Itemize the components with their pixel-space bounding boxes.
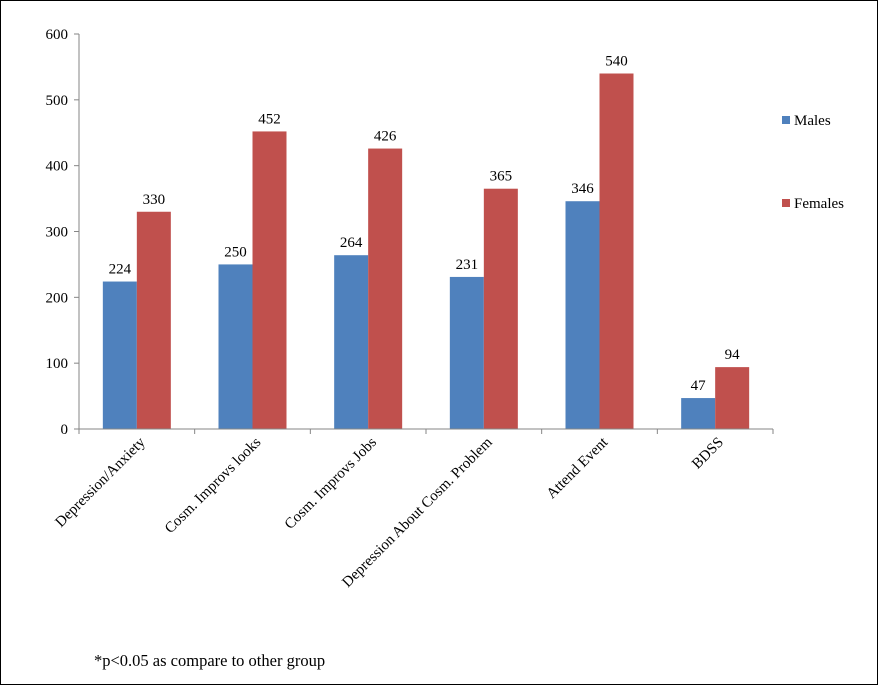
bar-males: [334, 255, 369, 429]
x-tick-label: BDSS: [689, 435, 727, 473]
bar-males: [218, 264, 253, 429]
data-label: 452: [258, 111, 281, 127]
bar-males: [449, 276, 484, 429]
bar-females: [483, 188, 518, 429]
footnote: *p<0.05 as compare to other group: [94, 651, 326, 670]
data-label: 330: [143, 192, 166, 208]
bar-males: [681, 398, 716, 429]
data-label: 231: [456, 257, 479, 273]
x-tick-label: Cosm. Improvs Jobs: [282, 434, 380, 532]
data-label: 94: [725, 347, 741, 363]
y-tick-label: 600: [46, 27, 69, 43]
data-label: 365: [490, 169, 513, 185]
legend-swatch-females: [782, 199, 790, 207]
y-tick-label: 400: [46, 159, 69, 175]
bar-females: [136, 211, 171, 429]
y-tick-label: 200: [46, 290, 69, 306]
data-label: 264: [340, 235, 363, 251]
bar-females: [599, 73, 634, 429]
bar-females: [368, 148, 403, 430]
x-tick-label: Depression/Anxiety: [53, 434, 150, 531]
x-tick-label: Cosm. Improvs looks: [162, 434, 264, 536]
legend-swatch-males: [782, 116, 790, 124]
y-tick-label: 500: [46, 93, 69, 109]
bar-males: [102, 281, 137, 429]
data-label: 426: [374, 129, 397, 145]
data-label: 540: [605, 54, 628, 70]
y-axis: 0 100 200 300 400 500 600: [46, 27, 80, 438]
bar-females: [715, 367, 750, 429]
data-label: 47: [691, 378, 707, 394]
x-tick-label: Attend Event: [544, 434, 612, 502]
bar-males: [565, 201, 600, 429]
data-label: 224: [109, 262, 132, 278]
legend-label-females: Females: [794, 196, 844, 212]
bar-females: [252, 131, 287, 429]
y-tick-label: 300: [46, 225, 69, 241]
legend: Males Females: [782, 113, 844, 212]
data-label: 346: [571, 181, 594, 197]
bars: [102, 73, 750, 430]
y-tick-label: 100: [46, 356, 69, 372]
y-tick-label: 0: [61, 422, 69, 438]
x-axis: Depression/Anxiety Cosm. Improvs looks Cos…: [53, 428, 774, 591]
data-labels: 224 330 250 452 264 426 231 365 346 540 47 94: [109, 54, 741, 395]
data-label: 250: [224, 244, 247, 260]
legend-label-males: Males: [794, 113, 831, 129]
